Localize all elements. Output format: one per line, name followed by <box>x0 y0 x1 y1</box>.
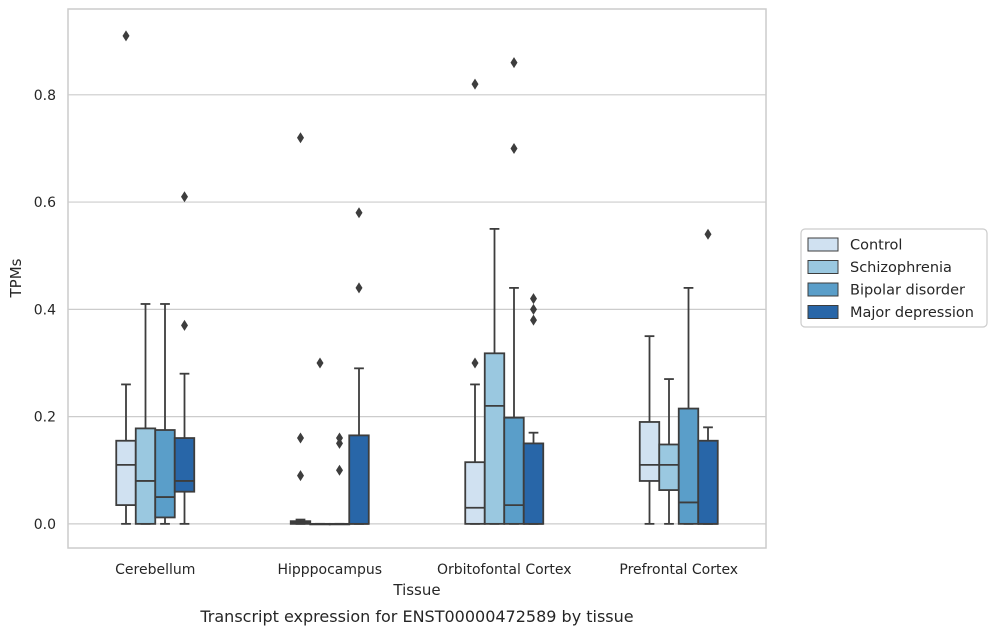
iqr-box <box>483 352 506 525</box>
outlier-point <box>704 228 712 240</box>
outlier-point <box>297 432 304 444</box>
box-2-1 <box>483 227 506 525</box>
outlier-point <box>355 207 363 219</box>
iqr-box <box>154 429 176 519</box>
outlier-point <box>181 191 188 203</box>
iqr-box <box>503 416 525 525</box>
outlier-point <box>530 303 537 315</box>
box-0-3 <box>173 191 196 525</box>
x-tick-label: Cerebellum <box>115 562 195 578</box>
y-tick-label: 0.8 <box>34 88 56 104</box>
outlier-point <box>336 464 343 476</box>
y-tick-label: 0.6 <box>34 195 56 211</box>
iqr-box <box>464 461 486 525</box>
iqr-box <box>658 443 680 491</box>
plot-frame <box>67 8 767 549</box>
iqr-box <box>677 407 700 525</box>
outlier-point <box>530 314 537 326</box>
outlier-point <box>530 293 537 305</box>
iqr-box <box>697 439 719 525</box>
x-tick-label: Hipppocampus <box>277 562 382 578</box>
legend-label: Bipolar disorder <box>850 283 965 299</box>
y-tick-label: 0.2 <box>34 410 56 426</box>
boxes <box>115 30 719 526</box>
chart-caption: Transcript expression for ENST0000047258… <box>199 607 633 626</box>
outlier-point <box>510 57 518 69</box>
x-tick-label: Orbitofontal Cortex <box>437 562 572 578</box>
legend-frame <box>800 228 988 328</box>
outlier-point <box>471 78 479 90</box>
x-tick-label: Prefrontal Cortex <box>619 562 738 578</box>
box-1-2 <box>328 432 351 526</box>
x-axis-title: Tissue <box>392 581 440 599</box>
legend-label: Major depression <box>850 305 974 321</box>
outlier-point <box>297 132 304 144</box>
x-tick-labels: Cerebellum Hipppocampus Orbitofontal Corte… <box>115 562 738 578</box>
box-3-3 <box>697 228 719 525</box>
iqr-box <box>638 421 661 482</box>
outlier-point <box>471 357 479 369</box>
iqr-box <box>134 427 157 525</box>
outlier-point <box>297 470 304 482</box>
y-axis-title: TPMs <box>7 258 25 298</box>
y-tick-label: 0.4 <box>34 302 56 318</box>
box-2-3 <box>522 293 545 525</box>
iqr-box <box>115 439 137 506</box>
legend-label: Control <box>850 238 902 254</box>
legend: Control Schizophrenia Bipolar disorder Majo… <box>800 228 988 328</box>
box-1-3 <box>348 207 370 525</box>
box-0-0 <box>115 30 137 525</box>
outlier-point <box>336 437 343 449</box>
legend-label: Schizophrenia <box>850 260 952 276</box>
iqr-box <box>348 434 370 525</box>
iqr-box <box>522 442 545 525</box>
outlier-point <box>510 142 518 154</box>
outlier-point <box>355 282 363 294</box>
legend-swatch <box>807 260 839 274</box>
legend-swatch <box>807 237 839 252</box>
iqr-box <box>173 437 196 493</box>
legend-swatch <box>807 305 839 319</box>
legend-swatch <box>807 282 839 297</box>
outlier-point <box>316 357 324 369</box>
outlier-point <box>122 30 130 42</box>
y-tick-label: 0.0 <box>34 517 56 533</box>
y-tick-labels: 0.0 0.2 0.4 0.6 0.8 <box>34 88 56 533</box>
box-1-0 <box>289 132 312 525</box>
outlier-point <box>181 319 188 331</box>
